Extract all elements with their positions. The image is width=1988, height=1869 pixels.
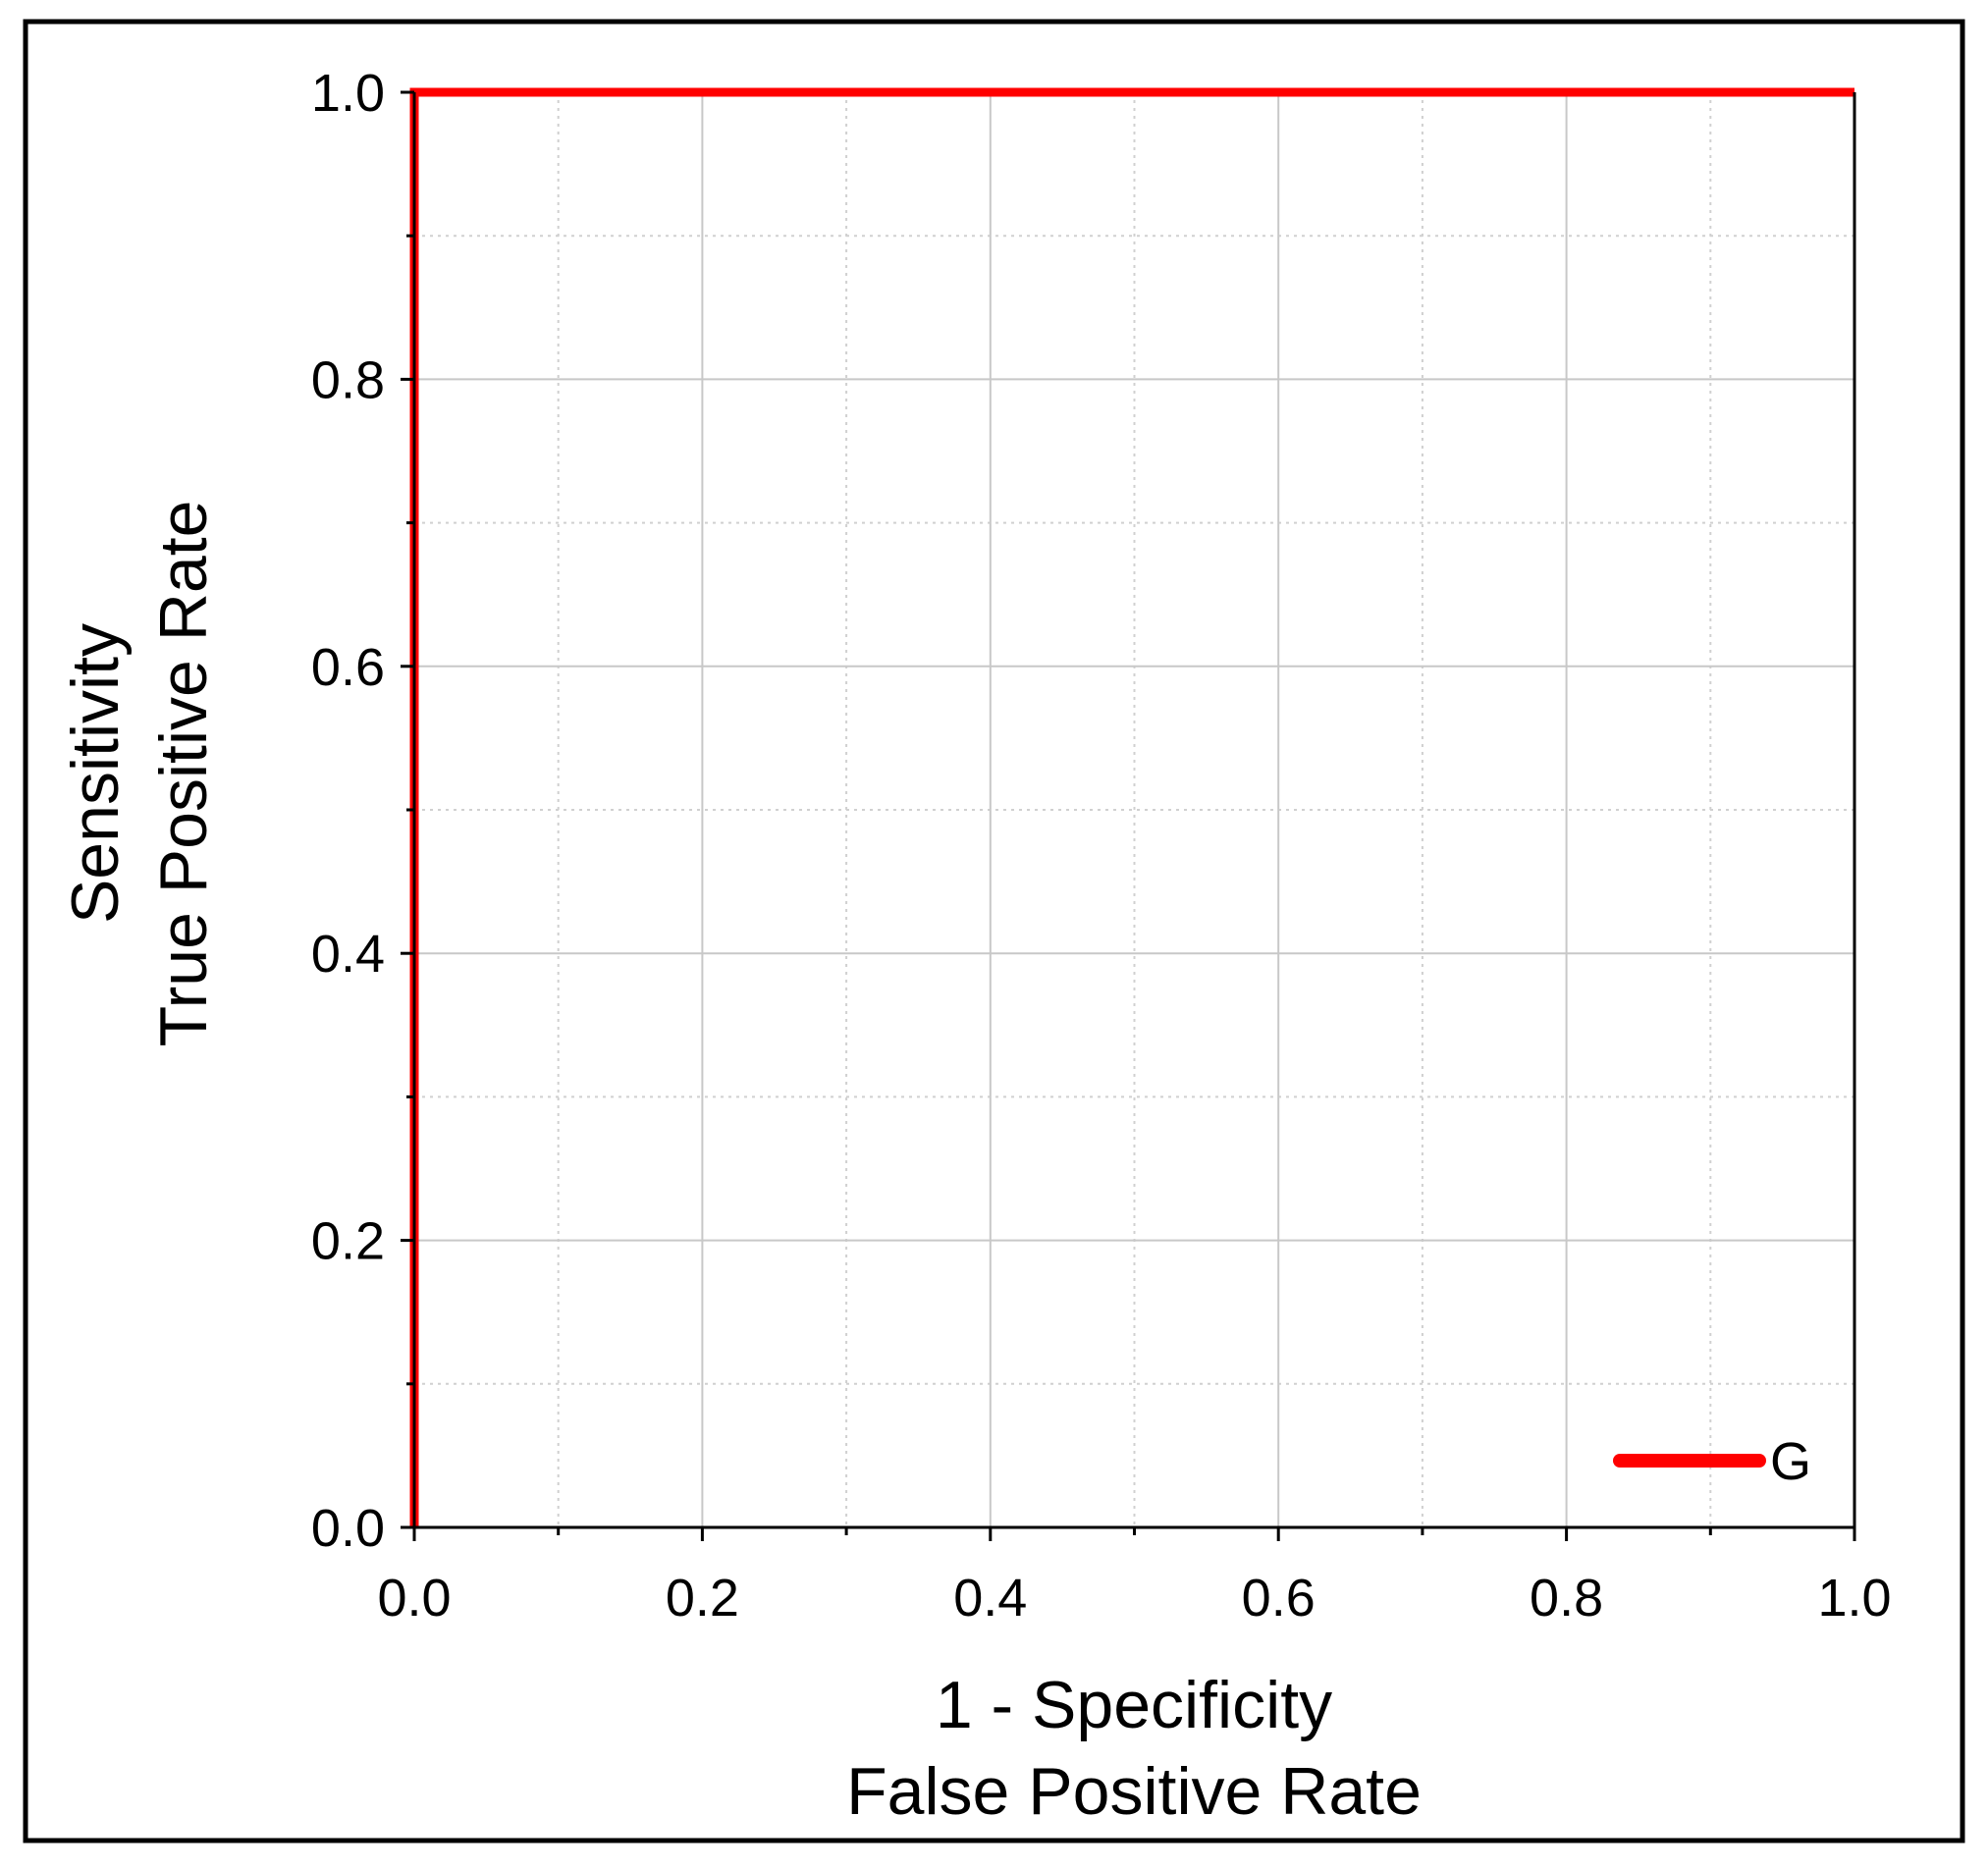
- legend: G: [1613, 1432, 1811, 1491]
- y-axis-title-line-2: True Positive Rate: [146, 501, 221, 1047]
- y-tick-label: 0.4: [311, 925, 385, 984]
- x-tick-label: 0.8: [1530, 1569, 1603, 1628]
- figure-border: [23, 19, 1965, 1843]
- y-tick-label: 1.0: [311, 64, 385, 123]
- x-axis-title-line-2: False Positive Rate: [846, 1754, 1422, 1829]
- y-axis-title: Sensitivity True Positive Rate: [58, 501, 221, 1047]
- x-axis-title-line-1: 1 - Specificity: [936, 1668, 1332, 1742]
- y-tick-label: 0.0: [311, 1499, 385, 1558]
- ticks-layer: 0.0 0.2 0.4 0.6 0.8 1.0 0.0 0.2 0.4 0.6 0.8 1.0: [311, 64, 1892, 1628]
- x-tick-label: 0.4: [953, 1569, 1027, 1628]
- y-axis-title-line-1: Sensitivity: [58, 623, 133, 924]
- x-axis-title: 1 - Specificity False Positive Rate: [846, 1668, 1422, 1829]
- x-tick-label: 0.0: [377, 1569, 451, 1628]
- y-tick-label: 0.6: [311, 638, 385, 697]
- y-tick-label: 0.8: [311, 350, 385, 409]
- x-tick-label: 1.0: [1817, 1569, 1891, 1628]
- legend-label-g: G: [1770, 1432, 1811, 1491]
- y-tick-label: 0.2: [311, 1212, 385, 1271]
- x-tick-label: 0.2: [666, 1569, 739, 1628]
- x-tick-label: 0.6: [1242, 1569, 1316, 1628]
